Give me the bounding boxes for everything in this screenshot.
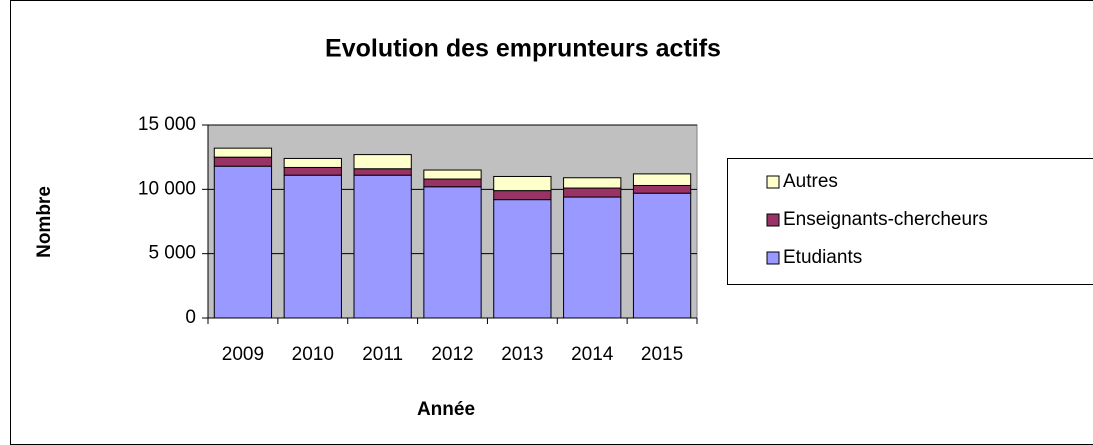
bar-segment: [213, 147, 273, 158]
bar-segment: [632, 192, 692, 319]
bar-segment: [493, 199, 552, 319]
legend-label: Etudiants: [783, 247, 862, 268]
x-tick-label: 2009: [222, 344, 264, 365]
bar-segment: [563, 177, 622, 189]
legend-swatch: [766, 251, 780, 265]
bar-segment: [213, 156, 273, 167]
chart-title: Evolution des emprunteurs actifs: [325, 35, 721, 63]
bar-segment: [423, 178, 482, 188]
bar-segment: [283, 166, 342, 176]
bar-segment: [423, 169, 482, 180]
x-tick-label: 2015: [641, 344, 683, 365]
bar-segment: [283, 174, 342, 319]
y-tick-label: 15 000: [138, 114, 196, 135]
bar-segment: [353, 168, 412, 176]
bar-segment: [423, 186, 482, 319]
bar-segment: [213, 165, 273, 319]
bar-segment: [493, 190, 552, 201]
legend-swatch: [766, 213, 780, 227]
y-tick-label: 5 000: [148, 243, 196, 264]
x-tick-label: 2011: [362, 344, 403, 365]
y-axis-label: Nombre: [34, 186, 55, 258]
bar-segment: [632, 184, 692, 194]
x-tick-label: 2012: [431, 344, 473, 365]
bar-segment: [353, 174, 412, 319]
bar-segment: [563, 187, 622, 198]
x-axis-label: Année: [417, 399, 475, 420]
bar-segment: [632, 173, 692, 186]
legend-swatch: [766, 175, 780, 189]
bar-segment: [283, 157, 342, 168]
legend-label: Autres: [783, 171, 838, 192]
x-tick-label: 2014: [571, 344, 614, 365]
y-tick-label: 10 000: [138, 178, 196, 199]
x-tick-label: 2010: [292, 344, 334, 365]
bar-segment: [493, 175, 552, 192]
bar-segment: [353, 154, 412, 170]
y-tick-label: 0: [185, 307, 196, 328]
legend-box: [727, 158, 1093, 285]
bar-segment: [563, 196, 622, 319]
x-tick-label: 2013: [501, 344, 543, 365]
legend-label: Enseignants-chercheurs: [783, 209, 988, 230]
